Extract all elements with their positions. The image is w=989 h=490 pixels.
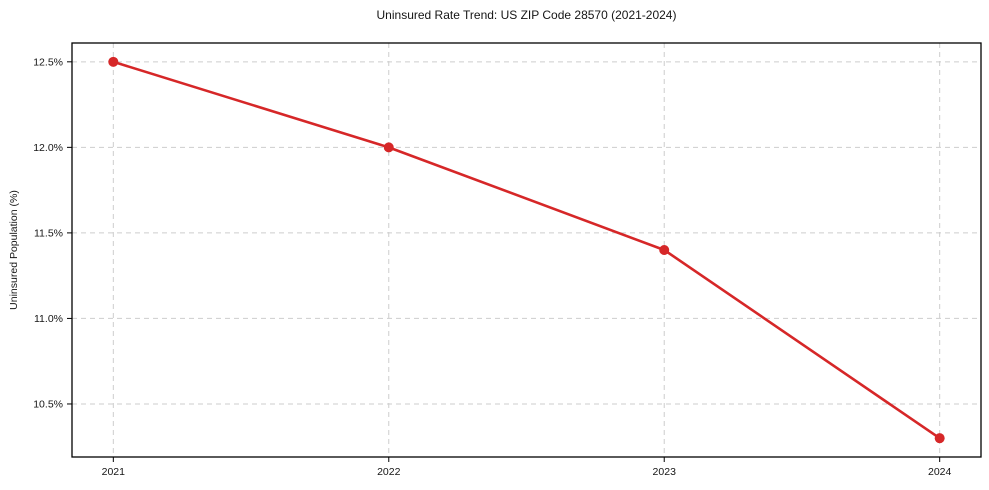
plot-border xyxy=(71,42,982,458)
y-tick-label: 11.5% xyxy=(34,227,63,239)
y-axis-label: Uninsured Population (%) xyxy=(8,190,20,310)
data-point-marker xyxy=(659,245,670,255)
y-tick-label: 12.5% xyxy=(33,56,63,68)
data-point-marker xyxy=(383,142,394,153)
y-tick-label: 10.5% xyxy=(33,398,63,410)
x-tick-label: 2022 xyxy=(377,466,401,478)
data-point-marker xyxy=(108,56,119,67)
data-point-marker xyxy=(934,433,945,444)
y-tick-label: 11.0% xyxy=(34,313,63,325)
x-tick-label: 2021 xyxy=(102,466,126,478)
x-tick-label: 2024 xyxy=(928,466,952,478)
x-tick-label: 2023 xyxy=(653,466,677,478)
trend-line xyxy=(112,60,941,440)
y-tick-label: 12.0% xyxy=(33,142,63,154)
chart-title: Uninsured Rate Trend: US ZIP Code 28570 … xyxy=(376,8,677,22)
